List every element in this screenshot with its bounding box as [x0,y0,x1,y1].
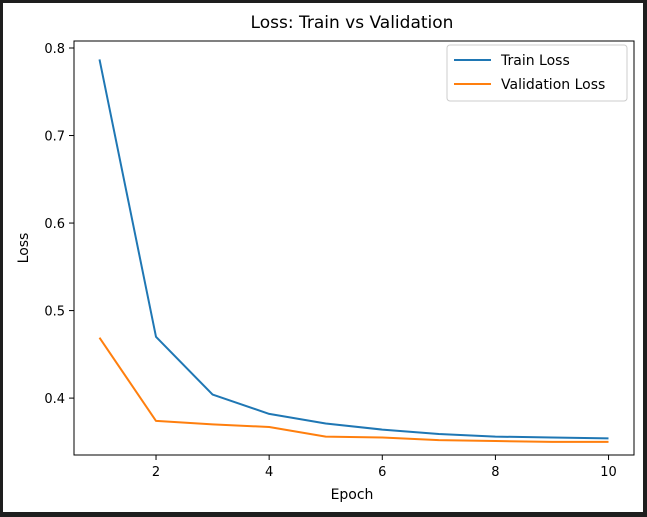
axes-frame [74,41,634,455]
legend-label-train-loss: Train Loss [500,53,570,69]
y-axis-label: Loss [16,233,32,264]
x-axis-ticks: 2 4 6 8 10 [152,455,617,480]
y-tick-label: 0.8 [44,42,65,57]
y-axis-ticks: 0.4 0.5 0.6 0.7 0.8 [44,42,74,407]
y-tick-label: 0.5 [44,305,65,320]
x-tick-label: 10 [600,465,617,480]
series-line-train-loss [100,59,609,438]
series-layer [100,59,609,442]
x-tick-label: 8 [491,465,499,480]
chart-title: Loss: Train vs Validation [251,13,454,33]
legend: Train Loss Validation Loss [447,45,627,101]
loss-line-chart: Loss: Train vs Validation 2 4 6 8 10 0.40.50… [3,3,643,512]
y-tick-label: 0.6 [44,217,65,232]
x-tick-label: 4 [265,465,273,480]
chart-figure: Loss: Train vs Validation 2 4 6 8 10 0.4 0.5 0… [3,3,643,512]
y-tick-label: 0.7 [44,130,65,145]
x-tick-label: 2 [152,465,160,480]
x-tick-label: 6 [378,465,386,480]
plot-area: 2 4 6 8 10 0.4 0.5 0.6 0.7 0.8 [44,41,634,480]
legend-label-validation-loss: Validation Loss [501,77,605,93]
y-tick-label: 0.4 [44,392,65,407]
x-axis-label: Epoch [331,487,374,503]
